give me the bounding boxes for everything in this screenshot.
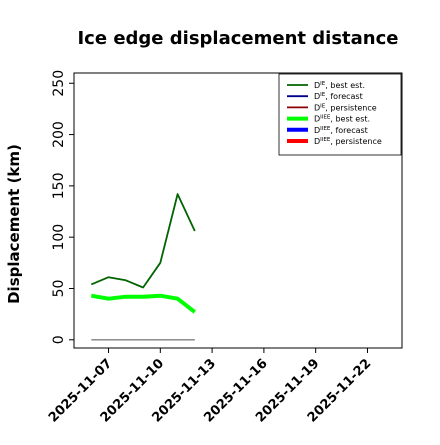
legend-symbol: D [314,126,320,135]
legend-superscript: IIEE [320,137,331,143]
legend-label: , forecast [325,92,362,101]
series-line-0 [90,193,196,289]
legend-entry: DIIEE, persistence [314,137,382,146]
y-tick-label: 250 [51,70,67,97]
y-axis-label: Displacement (km) [5,144,23,304]
legend-superscript: IIEE [320,115,331,121]
legend-symbol: D [314,92,320,101]
legend-symbol: D [314,115,320,124]
legend-entry: DIE, best est. [314,81,365,90]
legend-superscript: IE [320,81,326,87]
legend-label: , persistence [330,137,381,146]
legend-symbol: D [314,81,320,90]
legend-label: , forecast [330,126,367,135]
y-tick-label: 150 [51,173,67,200]
y-tick-label: 0 [51,335,67,344]
legend-superscript: IIEE [320,126,331,132]
legend-entry: DIIEE, forecast [314,126,368,135]
y-tick-label: 50 [51,280,67,298]
chart-title: Ice edge displacement distance [77,28,398,49]
legend-entry: DIE, forecast [314,92,363,101]
series-layer [90,193,197,341]
legend-superscript: IE [320,103,326,109]
legend-label: , best est. [325,81,365,90]
series-line-3 [90,293,197,314]
plot-frame [73,72,403,349]
legend-symbol: D [314,137,320,146]
legend-entry: DIE, persistence [314,103,377,112]
legend-superscript: IE [320,92,326,98]
legend-label: , best est. [330,115,370,124]
legend-symbol: D [314,103,320,112]
legend-label: , persistence [325,103,376,112]
y-tick-label: 100 [51,224,67,251]
legend-entry: DIIEE, best est. [314,115,370,124]
x-ticks: 2025-11-072025-11-102025-11-132025-11-16… [46,348,374,426]
y-tick-label: 200 [51,121,67,148]
y-ticks: 0 50 100 150 200 250 [51,70,74,344]
